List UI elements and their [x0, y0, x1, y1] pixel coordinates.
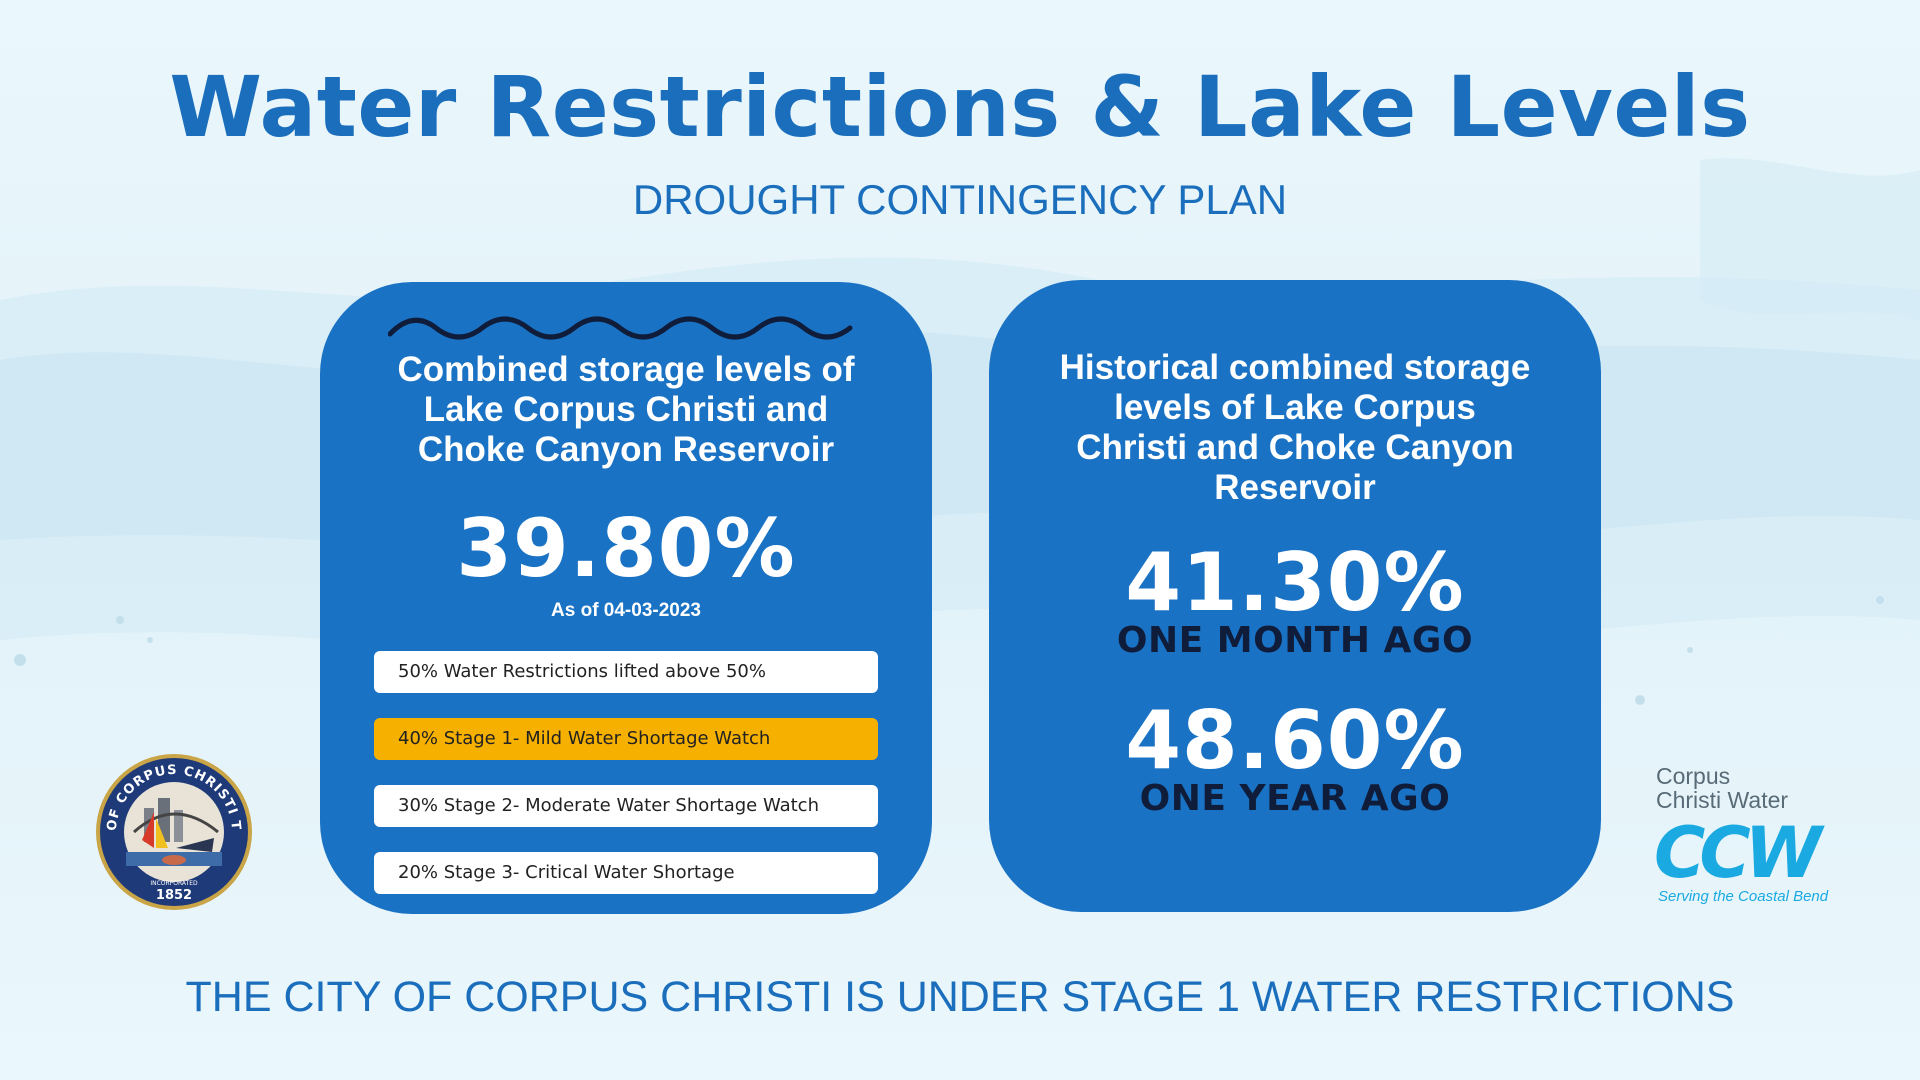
city-seal-logo: CITY OF CORPUS CHRISTI TEXAS INCORPORATE…	[94, 752, 252, 910]
current-storage-heading: Combined storage levels of Lake Corpus C…	[340, 350, 912, 470]
ccw-name-line2: Christi Water	[1656, 787, 1789, 813]
heading-line: Reservoir	[1214, 468, 1376, 507]
restriction-notice: THE CITY OF CORPUS CHRISTI IS UNDER STAG…	[185, 973, 1735, 1021]
heading-line: Historical combined storage	[1059, 348, 1531, 387]
heading-line: Lake Corpus Christi and	[423, 390, 829, 429]
stage-row-30: 30% Stage 2- Moderate Water Shortage Wat…	[374, 785, 878, 827]
ccw-logo: Corpus Christi Water CCW Serving the Coa…	[1654, 763, 1856, 914]
historical-storage-heading: Historical combined storage levels of La…	[1009, 348, 1581, 508]
month-ago-label: ONE MONTH AGO	[1116, 620, 1474, 661]
ccw-tagline: Serving the Coastal Bend	[1658, 888, 1829, 905]
heading-line: levels of Lake Corpus	[1114, 388, 1476, 427]
ccw-letters: CCW	[1654, 812, 1822, 894]
ccw-name-line1: Corpus	[1656, 763, 1731, 789]
stage-row-40-active: 40% Stage 1- Mild Water Shortage Watch	[374, 718, 878, 760]
wave-icon	[388, 316, 853, 340]
historical-storage-card: Historical combined storage levels of La…	[989, 280, 1601, 912]
year-ago-percentage: 48.60%	[1125, 694, 1465, 787]
stage-row-20: 20% Stage 3- Critical Water Shortage	[374, 852, 878, 894]
current-percentage: 39.80%	[456, 502, 796, 595]
heading-line: Christi and Choke Canyon	[1076, 428, 1514, 467]
current-storage-card: Combined storage levels of Lake Corpus C…	[320, 282, 932, 914]
year-ago-label: ONE YEAR AGO	[1139, 778, 1451, 819]
seal-year: 1852	[156, 888, 192, 903]
heading-line: Choke Canyon Reservoir	[417, 430, 835, 469]
stage-row-50: 50% Water Restrictions lifted above 50%	[374, 651, 878, 693]
heading-line: Combined storage levels of	[397, 350, 855, 389]
seal-incorporated: INCORPORATED	[150, 880, 198, 887]
month-ago-percentage: 41.30%	[1125, 536, 1465, 629]
page-subtitle: DROUGHT CONTINGENCY PLAN	[632, 176, 1288, 223]
page-title: Water Restrictions & Lake Levels	[169, 58, 1751, 156]
as-of-date: As of 04-03-2023	[551, 600, 701, 621]
